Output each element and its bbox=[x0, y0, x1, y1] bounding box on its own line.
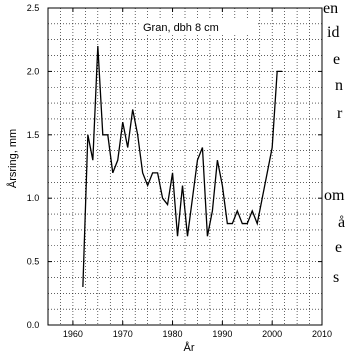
background-text-fragment: e bbox=[335, 239, 343, 256]
x-tick-label: 1980 bbox=[163, 329, 183, 339]
grid-lines bbox=[48, 8, 322, 325]
x-tick-label: 2000 bbox=[262, 329, 282, 339]
plot-frame bbox=[47, 7, 323, 326]
background-text-fragment: om bbox=[324, 187, 345, 204]
series-line bbox=[82, 46, 283, 287]
y-tick-label: 2.0 bbox=[27, 66, 40, 76]
background-text-fragment: e bbox=[333, 51, 341, 68]
x-axis-title: År bbox=[184, 341, 195, 354]
y-tick-label: 0.5 bbox=[27, 257, 40, 267]
y-tick-label: 1.5 bbox=[27, 130, 40, 140]
background-text-fragment: s bbox=[333, 269, 340, 286]
background-text-fragment: en bbox=[323, 0, 339, 17]
axis-ticks bbox=[48, 7, 323, 326]
x-tick-label: 1960 bbox=[63, 329, 83, 339]
background-text-fragment: r bbox=[337, 105, 343, 122]
background-text-fragment: n bbox=[335, 77, 343, 94]
background-text-fragment: å bbox=[338, 214, 346, 231]
y-axis-title: Årsring, mm bbox=[6, 129, 19, 188]
x-tick-label: 1990 bbox=[212, 329, 232, 339]
y-tick-label: 2.5 bbox=[27, 3, 40, 13]
plot-area bbox=[82, 46, 283, 287]
chart-title: Gran, dbh 8 cm bbox=[143, 22, 219, 34]
x-tick-label: 1970 bbox=[113, 329, 133, 339]
y-tick-label: 1.0 bbox=[27, 193, 40, 203]
background-text-fragment: id bbox=[327, 24, 340, 41]
tick-labels: 1960 1970 1980 1990 2000 2010 0.0 0.5 1.0 1.5 2.0 2… bbox=[27, 3, 332, 339]
x-tick-label: 2010 bbox=[312, 329, 332, 339]
y-tick-label: 0.0 bbox=[27, 320, 40, 330]
chart-title-background bbox=[140, 20, 258, 35]
